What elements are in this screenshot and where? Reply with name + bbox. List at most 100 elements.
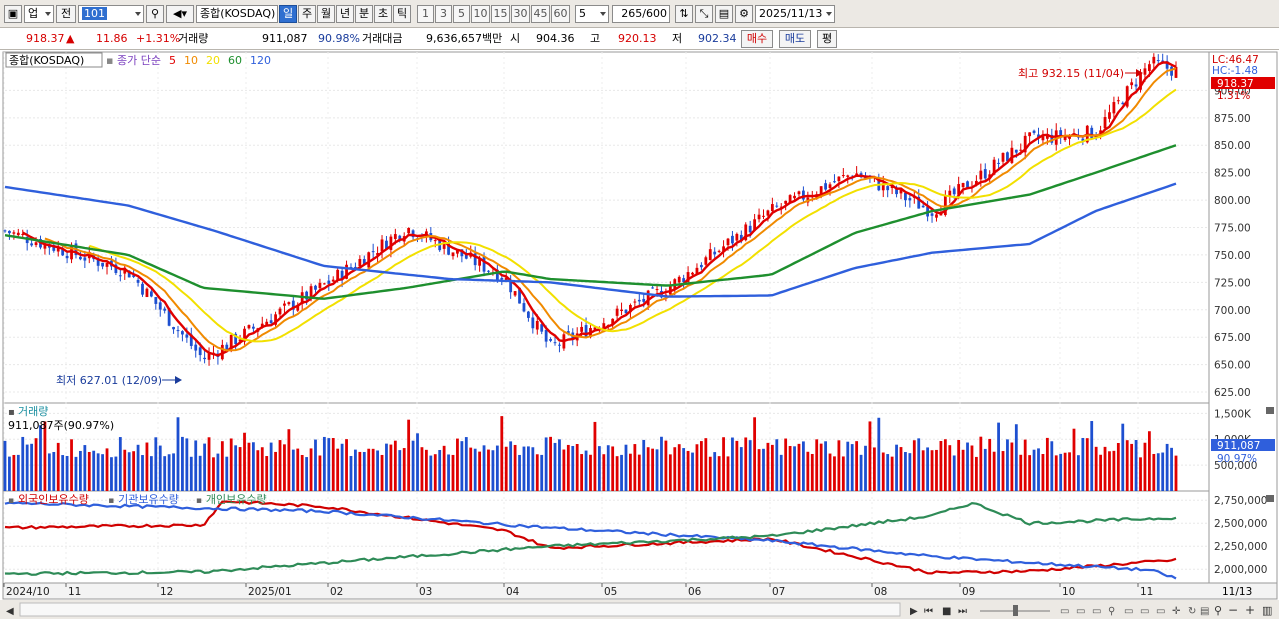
buy-button[interactable]: 매수 <box>741 30 773 48</box>
volume-bar <box>92 450 96 491</box>
candle-body <box>127 270 131 278</box>
count-field[interactable]: 265/600 <box>612 5 670 23</box>
volume-bar <box>283 444 286 491</box>
chart-svg[interactable]: 900.00875.00850.00825.00800.00775.00750.… <box>0 50 1279 621</box>
interval-button[interactable]: 45 <box>531 5 550 23</box>
eval-button[interactable]: 평 <box>817 30 837 48</box>
volume-bar <box>79 450 82 491</box>
volume-bar <box>762 448 765 491</box>
interval-button[interactable]: 60 <box>551 5 570 23</box>
print-icon[interactable]: ▤ <box>1200 606 1209 617</box>
speaker-icon[interactable]: ◀▾ <box>166 5 194 23</box>
scroll-right-icon[interactable]: ▶ <box>910 606 918 617</box>
interval-button[interactable]: 5 <box>453 5 470 23</box>
count-max: /600 <box>642 7 667 20</box>
candle-body <box>899 189 903 194</box>
scroll-left-icon[interactable]: ◀ <box>6 606 14 617</box>
interval-button[interactable]: 1 <box>417 5 434 23</box>
volume-panel[interactable] <box>2 402 1210 492</box>
high-annotation: 최고 932.15 (11/04) <box>1018 67 1124 80</box>
holdings-panel[interactable] <box>2 490 1210 584</box>
period-button[interactable]: 분 <box>355 5 373 23</box>
volume-bar <box>260 447 264 491</box>
period-button[interactable]: 년 <box>336 5 354 23</box>
candle-body <box>522 303 526 312</box>
period-button[interactable]: 틱 <box>393 5 411 23</box>
candle-body <box>181 331 184 335</box>
chart-area[interactable]: 900.00 875.00 850.00 825.00 800.00 775.00 750.… <box>0 50 1279 621</box>
volume-bar <box>992 451 996 491</box>
interval-button[interactable]: 10 <box>471 5 490 23</box>
volume-bar <box>376 450 379 491</box>
candle-body <box>731 235 734 244</box>
view-icon-1[interactable]: ▭ <box>1060 606 1069 617</box>
view-icon-4[interactable]: ▭ <box>1124 606 1133 617</box>
mode-select[interactable]: 업 <box>24 5 54 23</box>
holdings-panel-close-icon[interactable] <box>1266 495 1274 502</box>
candle-body <box>642 298 646 302</box>
volume-bar <box>890 456 894 491</box>
interval-button[interactable]: 15 <box>491 5 510 23</box>
sell-button[interactable]: 매도 <box>779 30 811 48</box>
stop-icon[interactable]: ■ <box>942 606 951 617</box>
volume-bar <box>531 447 535 491</box>
volume-bar <box>646 447 650 491</box>
period-button[interactable]: 월 <box>317 5 335 23</box>
zoom-out-icon[interactable]: − <box>1228 603 1238 617</box>
fit-icon[interactable]: ▥ <box>1262 604 1272 617</box>
compare-icon[interactable]: ⇅ <box>675 5 693 23</box>
interval-select[interactable]: 5 <box>575 5 609 23</box>
date-field[interactable]: 2025/11/13 <box>755 5 835 23</box>
candle-body <box>154 297 158 304</box>
view-icon-5[interactable]: ▭ <box>1140 606 1149 617</box>
volume-bar <box>664 440 668 491</box>
volume-bar <box>176 417 180 491</box>
volume-bar <box>16 454 20 491</box>
volume-bar <box>1072 428 1076 491</box>
interval-button[interactable]: 3 <box>435 5 452 23</box>
code-input[interactable]: 101 <box>78 5 144 23</box>
volume-bar <box>43 421 47 491</box>
period-button[interactable]: 일 <box>279 5 297 23</box>
last-price-tag-pct: 1.31% <box>1217 90 1250 102</box>
save-icon[interactable]: ▤ <box>715 5 733 23</box>
zoom-in-icon[interactable]: + <box>1245 603 1255 617</box>
search-icon[interactable]: ⚲ <box>146 5 164 23</box>
view-icon-6[interactable]: ▭ <box>1156 606 1165 617</box>
refresh-icon[interactable]: ↻ <box>1188 606 1196 617</box>
volume-panel-close-icon[interactable] <box>1266 407 1274 414</box>
tool-icon[interactable]: ⤡ <box>695 5 713 23</box>
candle-body <box>1121 102 1125 105</box>
volume-bar <box>429 455 433 491</box>
scroll-track[interactable] <box>19 602 901 617</box>
volume-bar <box>699 441 703 491</box>
zoom-slider-handle[interactable] <box>1013 605 1018 616</box>
period-button[interactable]: 초 <box>374 5 392 23</box>
window-menu-icon[interactable]: ▣ <box>4 5 22 23</box>
volume-bar <box>1116 443 1120 491</box>
last-page-icon[interactable]: ⏭ <box>958 606 967 617</box>
crosshair-icon[interactable]: ✛ <box>1172 606 1181 617</box>
period-button[interactable]: 주 <box>298 5 316 23</box>
volume-y-tick: 1,500K <box>1214 408 1252 420</box>
volume-bar <box>473 448 477 491</box>
volume-bar <box>753 417 757 491</box>
view-icon-3[interactable]: ▭ <box>1092 606 1101 617</box>
volume-value: 911,087주(90.97%) <box>8 419 114 432</box>
prev-button[interactable]: 전 <box>56 5 76 23</box>
candle-body <box>145 288 149 298</box>
zoom-search-icon[interactable]: ⚲ <box>1214 604 1222 617</box>
volume-bar <box>447 454 450 491</box>
gear-icon[interactable]: ⚙ <box>735 5 753 23</box>
volume-bar <box>1156 453 1160 491</box>
link-icon[interactable]: ⚲ <box>1108 606 1115 617</box>
view-icon-2[interactable]: ▭ <box>1076 606 1085 617</box>
volume-bar <box>185 438 189 491</box>
interval-button[interactable]: 30 <box>511 5 530 23</box>
volume-bar <box>775 439 779 491</box>
price-y-tick: 775.00 <box>1214 223 1251 235</box>
first-page-icon[interactable]: ⏮ <box>924 606 933 617</box>
volume-bar <box>886 454 890 491</box>
price-title-box[interactable] <box>5 52 103 68</box>
volume-bar <box>793 446 796 491</box>
